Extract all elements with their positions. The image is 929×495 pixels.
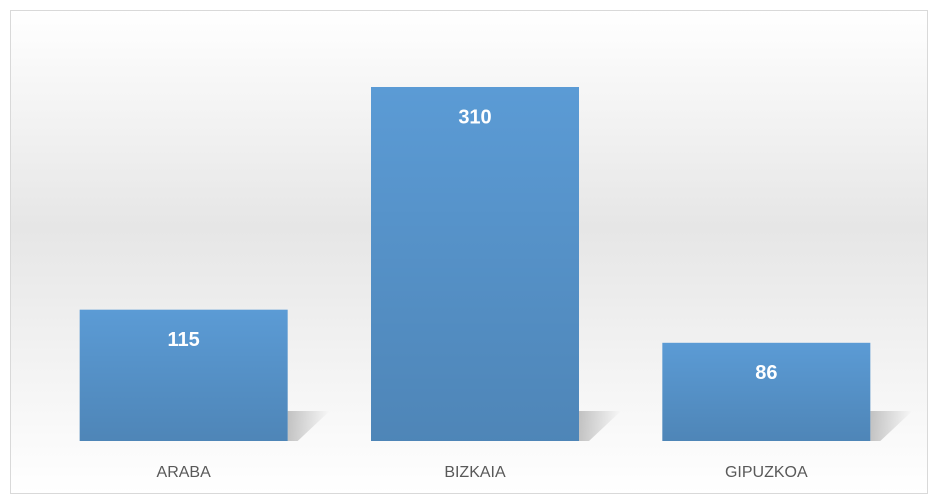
bar-shadow (287, 411, 330, 441)
x-tick-label: GIPUZKOA (725, 464, 808, 481)
bar-shadow (579, 411, 621, 441)
x-tick-label: ARABA (157, 464, 212, 481)
bar-shade (662, 342, 871, 441)
x-tick-label: BIZKAIA (444, 464, 506, 481)
bar-shade (371, 87, 579, 441)
bar-shade (79, 309, 288, 441)
data-label: 310 (458, 106, 491, 128)
data-label: 86 (755, 362, 777, 384)
data-label: 115 (168, 329, 200, 351)
bar-shadow (870, 411, 913, 441)
